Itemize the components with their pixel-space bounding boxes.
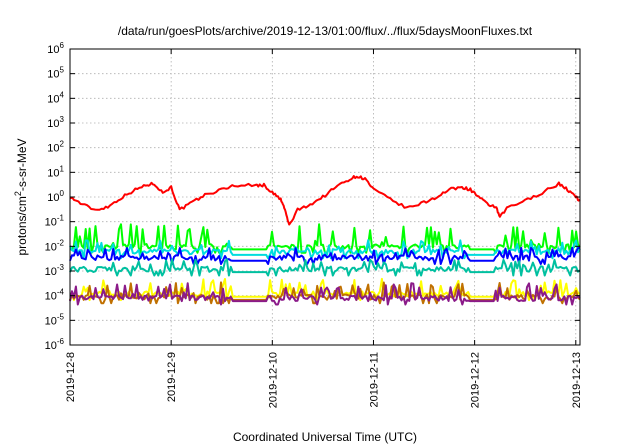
axis-ticks (69, 48, 580, 346)
series-line-1 (69, 175, 581, 226)
series-line-3 (69, 239, 581, 260)
series-line-2 (69, 223, 581, 254)
y-tick-label: 10-4 (45, 288, 65, 303)
x-tick-label: 2019-12-10 (267, 352, 279, 408)
y-tick-labels: 10-6 10-5 10-4 10-3 10-2 10-1 100 101 102 103 104 1… (45, 41, 65, 352)
series-line-8 (69, 282, 581, 306)
series-line-4 (69, 246, 581, 265)
series-line-7 (69, 281, 581, 305)
y-axis-title: protons/cm2-s-sr-MeV (13, 138, 29, 255)
x-axis-title: Coordinated Universal Time (UTC) (233, 430, 417, 444)
x-tick-label: 2019-12-12 (470, 352, 482, 408)
y-tick-label: 100 (47, 189, 64, 204)
y-tick-label: 106 (47, 41, 64, 56)
y-tick-label: 104 (47, 90, 64, 105)
y-tick-label: 103 (47, 115, 64, 130)
x-tick-label: 2019-12-13 (571, 352, 583, 408)
y-tick-label: 10-6 (45, 337, 65, 352)
y-tick-label: 101 (47, 164, 64, 179)
x-tick-labels: 2019-12-8 2019-12-9 2019-12-10 2019-12-11 20… (65, 352, 583, 408)
chart-title: /data/run/goesPlots/archive/2019-12-13/0… (118, 24, 533, 38)
y-tick-label: 102 (47, 140, 64, 155)
x-tick-label: 2019-12-9 (166, 352, 178, 402)
y-tick-label: 105 (47, 66, 64, 81)
y-tick-label: 10-2 (45, 238, 65, 253)
x-tick-label: 2019-12-11 (368, 352, 380, 407)
series-line-5 (69, 258, 581, 277)
y-tick-label: 10-1 (45, 214, 65, 229)
x-tick-label: 2019-12-8 (65, 352, 77, 402)
series-layer (69, 175, 581, 306)
y-tick-label: 10-3 (45, 263, 65, 278)
y-tick-label: 10-5 (45, 312, 65, 327)
